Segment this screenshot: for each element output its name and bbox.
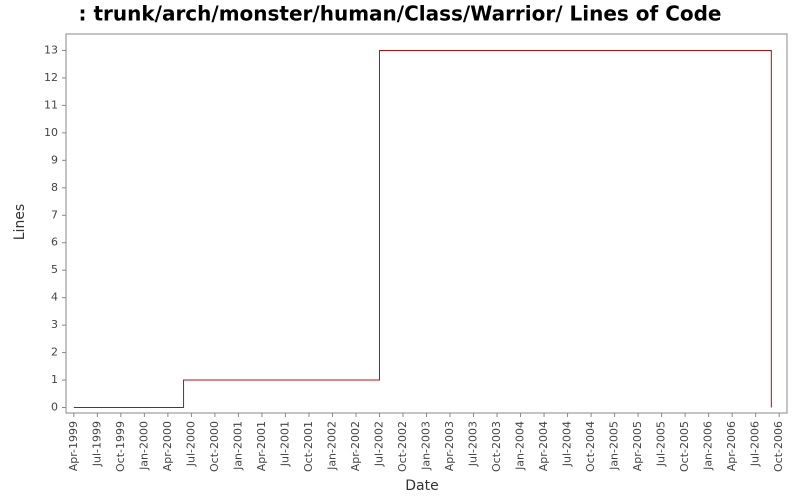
x-tick-label: Jan-2003 [420,421,433,471]
x-tick-label: Oct-1999 [114,421,127,472]
y-tick-label: 11 [44,98,58,111]
x-tick-label: Jan-2006 [702,421,715,471]
x-tick-label: Jul-2004 [561,421,574,467]
x-tick-label: Jan-2000 [137,421,150,471]
y-tick-label: 5 [51,263,58,276]
y-tick-label: 0 [51,401,58,414]
y-tick-label: 8 [51,181,58,194]
plot-area [65,33,788,414]
y-tick-label: 4 [51,291,58,304]
y-tick-label: 6 [51,236,58,249]
x-tick-label: Jan-2001 [231,421,244,471]
chart-title: : trunk/arch/monster/human/Class/Warrior… [78,2,721,26]
x-tick-label: Apr-2004 [537,421,550,471]
x-tick-label: Apr-2003 [443,421,456,471]
x-tick-label: Oct-2000 [208,421,221,472]
x-tick-label: Oct-2006 [772,421,785,472]
x-tick-label: Apr-1999 [67,421,80,471]
x-tick-label: Jul-2003 [467,421,480,467]
x-tick-label: Jul-2006 [749,421,762,467]
x-tick-label: Apr-2002 [349,421,362,471]
y-tick-label: 2 [51,346,58,359]
x-tick-label: Jul-2000 [184,421,197,467]
y-tick-label: 1 [51,373,58,386]
x-tick-label: Apr-2005 [631,421,644,471]
x-tick-label: Jul-1999 [90,421,103,467]
x-tick-label: Jan-2004 [514,421,527,471]
x-tick-label: Oct-2004 [584,421,597,472]
data-line [73,49,772,409]
x-tick-label: Jul-2002 [372,421,385,467]
x-tick-label: Apr-2000 [161,421,174,471]
x-tick-label: Apr-2006 [725,421,738,471]
y-axis-title: Lines [12,204,28,240]
x-tick-label: Jan-2005 [608,421,621,471]
x-tick-label: Jan-2002 [325,421,338,471]
x-axis-title: Date [405,478,438,494]
x-tick-label: Oct-2001 [302,421,315,472]
y-tick-label: 10 [44,126,58,139]
y-tick-label: 7 [51,208,58,221]
x-tick-label: Oct-2005 [678,421,691,472]
x-tick-label: Jul-2005 [655,421,668,467]
x-tick-label: Apr-2001 [255,421,268,471]
x-tick-label: Jul-2001 [278,421,291,467]
y-tick-label: 3 [51,318,58,331]
x-tick-label: Oct-2003 [490,421,503,472]
y-tick-label: 9 [51,153,58,166]
x-tick-label: Oct-2002 [396,421,409,472]
y-tick-label: 12 [44,71,58,84]
y-tick-label: 13 [44,43,58,56]
